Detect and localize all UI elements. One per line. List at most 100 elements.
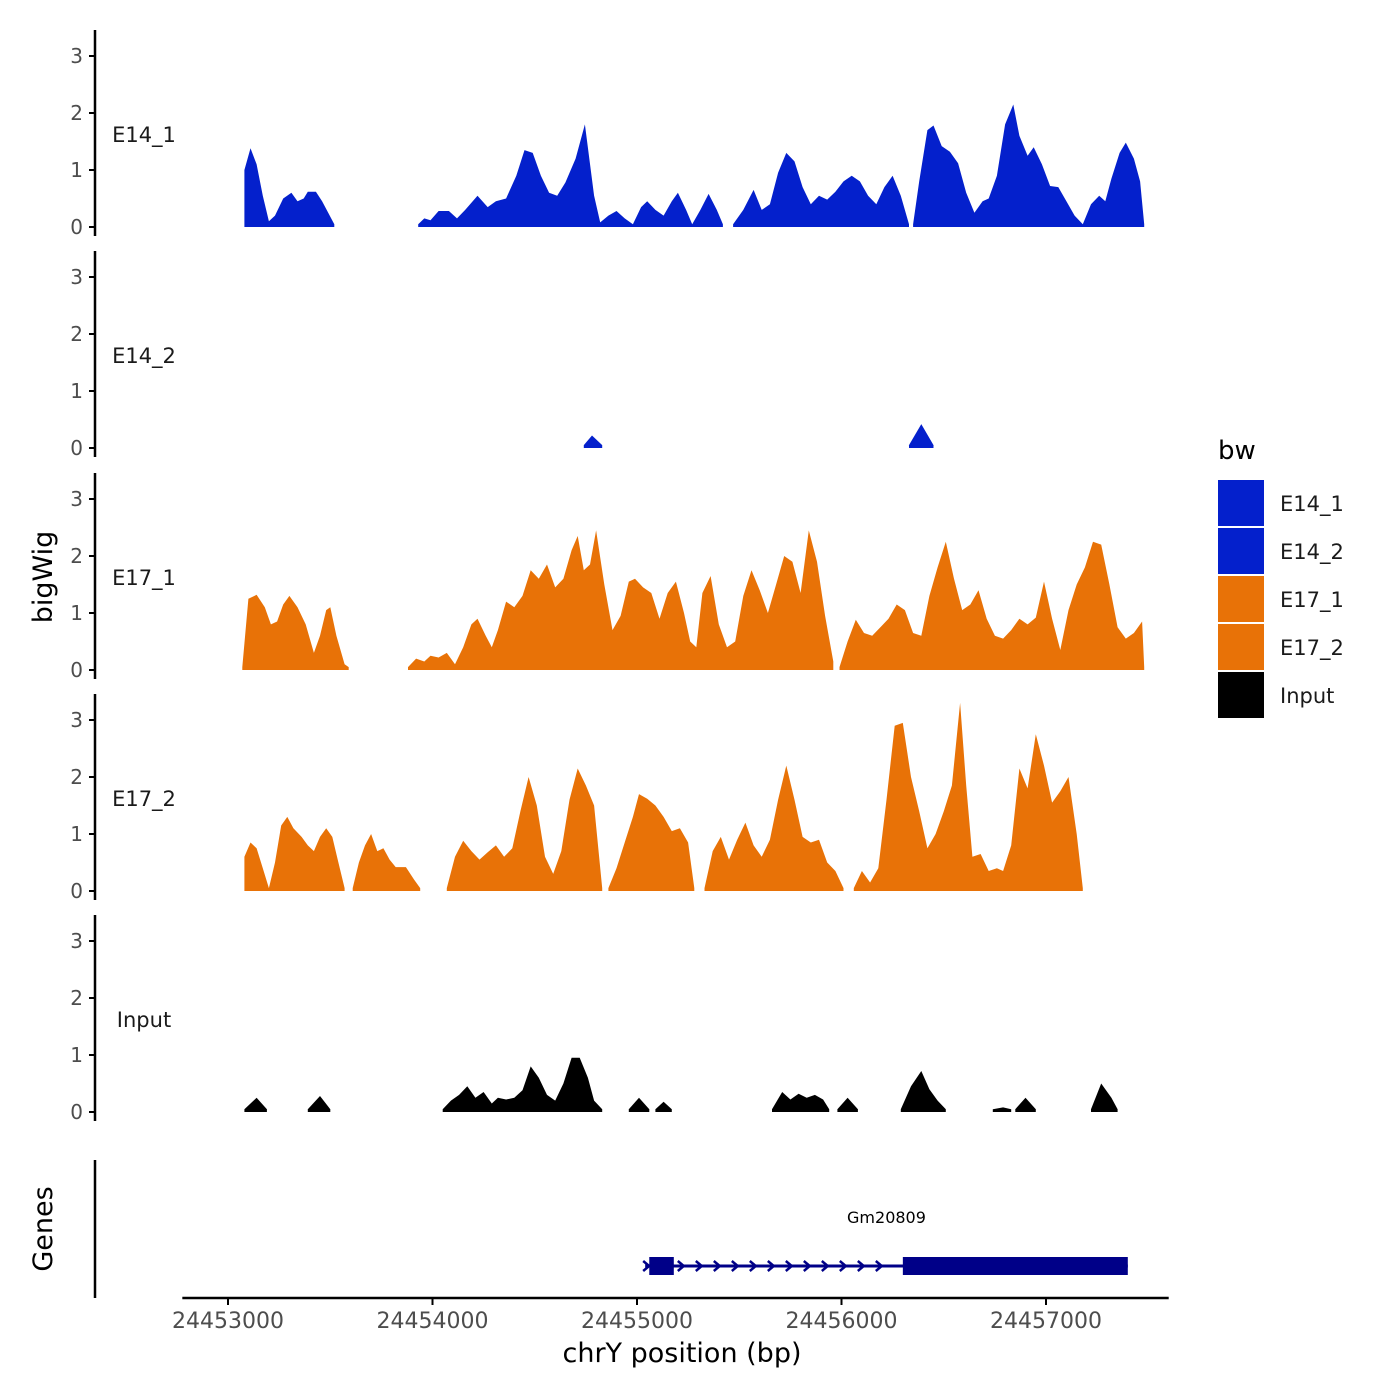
gene-label: Gm20809	[847, 1208, 926, 1227]
legend-label: E17_1	[1280, 588, 1344, 613]
x-axis-title: chrY position (bp)	[562, 1338, 801, 1369]
legend-swatch	[1218, 624, 1264, 670]
signal-area	[900, 1071, 946, 1112]
legend-swatch	[1218, 672, 1264, 718]
track-e14-1: 0 1 2 3 E14_1	[70, 30, 1145, 239]
signal-area	[772, 1092, 830, 1112]
track-label: E14_2	[112, 344, 176, 369]
y-tick-label: 0	[70, 215, 83, 239]
signal-area	[1015, 1097, 1036, 1112]
track-e17-2: 0 1 2 3 E17_2	[70, 694, 1083, 903]
signal-area	[446, 768, 603, 891]
signal-area	[1091, 1083, 1118, 1112]
strand-arrow	[785, 1260, 794, 1272]
signal-area	[704, 765, 844, 891]
signal-area	[244, 816, 345, 891]
gene-model: Gm20809	[642, 1208, 1128, 1275]
legend-label: E17_2	[1280, 636, 1344, 661]
y-tick-label: 2	[70, 986, 83, 1010]
tracks-layer: 0 1 2 3 E14_1 0 1 2 3 E14_2 0 1 2 3 E17_1 0 1 2 3 E17_2 0 1 2 3…	[70, 30, 1145, 1124]
y-tick-label: 3	[70, 929, 83, 953]
y-tick-label: 0	[70, 1100, 83, 1124]
y-tick-label: 2	[70, 322, 83, 346]
strand-arrow	[713, 1260, 722, 1272]
strand-arrow	[839, 1260, 848, 1272]
signal-area	[909, 424, 934, 448]
track-label: Input	[117, 1008, 171, 1032]
signal-area	[608, 794, 695, 891]
legend-item: E14_2	[1218, 528, 1344, 574]
signal-area	[352, 834, 421, 891]
legend-item: E17_2	[1218, 624, 1344, 670]
y-tick-label: 2	[70, 765, 83, 789]
gene-exon	[902, 1257, 1128, 1275]
strand-arrow	[821, 1260, 830, 1272]
signal-area	[913, 104, 1145, 227]
x-tick-label: 24453000	[172, 1309, 284, 1334]
signal-area	[992, 1107, 1012, 1112]
legend-label: E14_1	[1280, 492, 1344, 517]
legend-swatch	[1218, 528, 1264, 574]
signal-area	[853, 702, 1083, 891]
y-tick-label: 0	[70, 436, 83, 460]
y-tick-label: 0	[70, 658, 83, 682]
legend-label: E14_2	[1280, 540, 1344, 565]
genes-axis-title: Genes	[28, 1186, 59, 1271]
strand-arrow	[767, 1260, 776, 1272]
legend-item: E17_1	[1218, 576, 1344, 622]
legend-item: Input	[1218, 672, 1334, 718]
track-input: 0 1 2 3 Input	[70, 915, 1118, 1124]
y-tick-label: 1	[70, 1043, 83, 1067]
signal-area	[583, 435, 603, 448]
y-tick-label: 3	[70, 708, 83, 732]
y-tick-label: 3	[70, 487, 83, 511]
y-tick-label: 0	[70, 879, 83, 903]
track-label: E17_2	[112, 787, 176, 812]
strand-arrow	[731, 1260, 740, 1272]
y-tick-label: 1	[70, 822, 83, 846]
x-tick-label: 24457000	[990, 1309, 1102, 1334]
strand-arrow	[677, 1260, 686, 1272]
y-tick-label: 2	[70, 544, 83, 568]
strand-arrow	[875, 1260, 884, 1272]
signal-area	[733, 152, 909, 227]
y-tick-label: 1	[70, 601, 83, 625]
x-tick-label: 24456000	[786, 1309, 898, 1334]
y-tick-label: 3	[70, 44, 83, 68]
signal-area	[242, 594, 349, 670]
signal-area	[307, 1096, 331, 1112]
gene-exon	[649, 1257, 674, 1275]
legend-item: E14_1	[1218, 480, 1344, 526]
signal-area	[244, 1097, 267, 1112]
y-tick-label: 1	[70, 158, 83, 182]
strand-arrow	[749, 1260, 758, 1272]
signal-area	[839, 541, 1145, 670]
track-label: E17_1	[112, 566, 176, 591]
strand-arrow	[642, 1260, 652, 1272]
y-tick-label: 2	[70, 101, 83, 125]
genes-layer: Gm20809	[93, 1160, 1128, 1298]
signal-area	[442, 1057, 603, 1112]
legend-swatch	[1218, 480, 1264, 526]
signal-area	[628, 1097, 650, 1112]
x-axis: 24453000 24454000 24455000 24456000 24457000	[172, 1296, 1169, 1334]
x-tick-label: 24454000	[377, 1309, 489, 1334]
signal-area	[244, 148, 335, 227]
track-label: E14_1	[112, 123, 176, 148]
legend: bw E14_1 E14_2 E17_1 E17_2 Input	[1218, 436, 1344, 718]
signal-area	[408, 530, 834, 670]
strand-arrow	[695, 1260, 704, 1272]
signal-area	[418, 124, 723, 227]
y-tick-label: 1	[70, 379, 83, 403]
y-axis-title: bigWig	[28, 531, 59, 624]
track-e17-1: 0 1 2 3 E17_1	[70, 473, 1145, 682]
signal-area	[655, 1101, 672, 1112]
track-e14-2: 0 1 2 3 E14_2	[70, 251, 934, 460]
strand-arrow	[803, 1260, 812, 1272]
signal-area	[837, 1097, 858, 1112]
x-tick-label: 24455000	[581, 1309, 693, 1334]
legend-label: Input	[1280, 684, 1334, 708]
legend-swatch	[1218, 576, 1264, 622]
